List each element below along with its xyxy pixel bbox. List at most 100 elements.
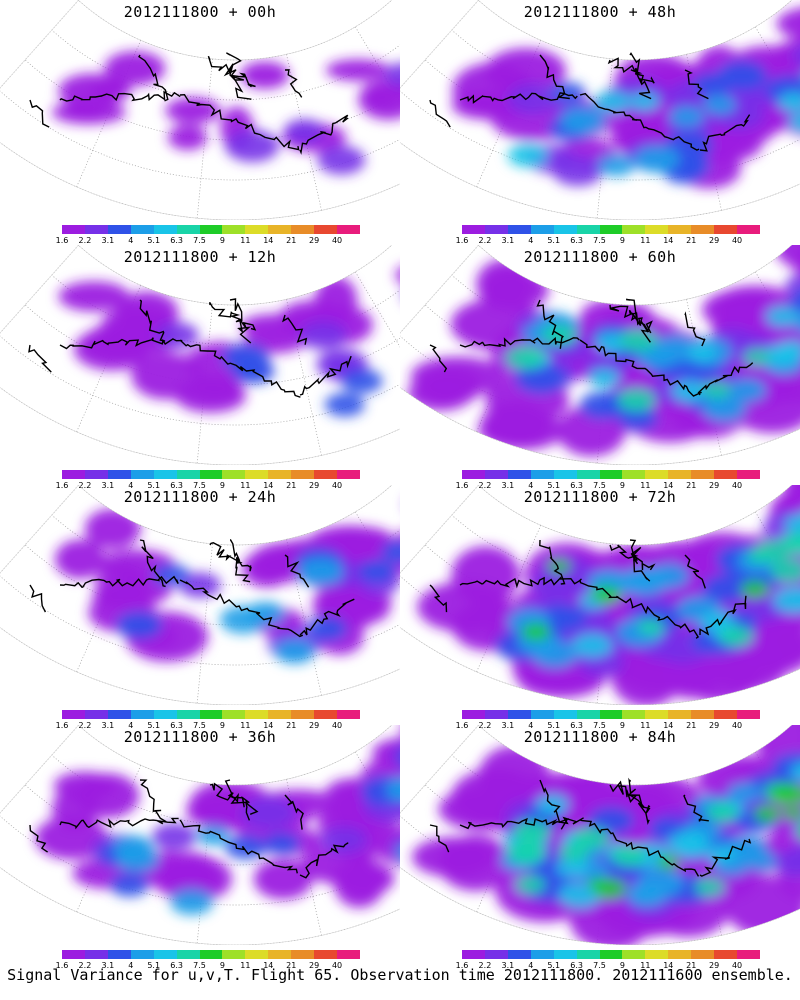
colorbar-swatch — [222, 710, 246, 719]
colorbar-swatch — [553, 470, 577, 479]
colorbar-tick-label: 4 — [128, 236, 134, 245]
colorbar-tick-label: 4 — [128, 481, 134, 490]
forecast-panel: 2012111800 + 84h 1.6 2.2 3.1 4 5.1 6.3 7.5 9 11 14… — [400, 725, 800, 975]
colorbar-tick-label: 1.6 — [455, 236, 469, 245]
colorbar-swatch — [337, 710, 360, 719]
colorbar-swatch — [507, 225, 531, 234]
colorbar-tick-label: 14 — [263, 961, 274, 970]
colorbar-tick-label: 14 — [663, 721, 674, 730]
colorbar-tick-label: 9 — [219, 236, 225, 245]
colorbar-tick-label: 5.1 — [147, 481, 161, 490]
colorbar-swatch — [553, 710, 577, 719]
colorbar-swatch — [714, 950, 738, 959]
colorbar-tick-label: 9 — [219, 721, 225, 730]
colorbar-swatch — [576, 225, 600, 234]
colorbar-swatch — [668, 470, 692, 479]
forecast-panel: 2012111800 + 24h 1.6 2.2 3.1 4 5.1 6.3 7.5 9 11 14… — [0, 485, 400, 735]
colorbar-swatch — [576, 470, 600, 479]
colorbar-tick-label: 7.5 — [593, 236, 606, 245]
polar-map — [0, 245, 400, 465]
colorbar-swatch — [84, 710, 108, 719]
variance-field — [407, 245, 800, 457]
polar-map — [400, 725, 800, 945]
colorbar-tick-label: 3.1 — [101, 961, 115, 970]
colorbar-swatch — [84, 470, 108, 479]
coastline — [429, 539, 747, 639]
colorbar-swatch — [199, 470, 223, 479]
colorbar-ticks: 1.6 2.2 3.1 4 5.1 6.3 7.5 9 11 14 21 29 40 — [456, 721, 760, 731]
colorbar-tick-label: 40 — [731, 721, 743, 730]
colorbar-swatch — [62, 225, 85, 234]
colorbar-tick-label: 5.1 — [547, 481, 561, 490]
colorbar-tick-label: 29 — [309, 481, 320, 490]
colorbar-swatch — [153, 470, 177, 479]
colorbar-tick-label: 9 — [219, 961, 225, 970]
colorbar-swatch — [622, 225, 646, 234]
colorbar-tick-label: 21 — [686, 721, 697, 730]
colorbar-swatch — [714, 470, 738, 479]
colorbar-swatch — [153, 710, 177, 719]
variance-field — [35, 737, 400, 916]
colorbar-tick-label: 21 — [286, 481, 297, 490]
colorbar-swatch — [737, 225, 760, 234]
colorbar-tick-label: 11 — [240, 721, 251, 730]
colorbar-tick-label: 11 — [640, 961, 651, 970]
colorbar-tick-label: 2.2 — [478, 721, 492, 730]
colorbar-tick-label: 21 — [686, 481, 697, 490]
colorbar-tick-label: 40 — [731, 481, 743, 490]
colorbar-swatch — [622, 710, 646, 719]
colorbar-tick-label: 29 — [709, 961, 720, 970]
colorbar-swatch — [553, 950, 577, 959]
colorbar-tick-label: 3.1 — [501, 961, 515, 970]
colorbar-swatch — [245, 225, 269, 234]
colorbar-swatch — [599, 470, 623, 479]
colorbar-tick-label: 9 — [619, 481, 625, 490]
variance-field — [417, 485, 800, 705]
colorbar-tick-label: 29 — [709, 721, 720, 730]
colorbar-tick-label: 29 — [709, 481, 720, 490]
colorbar-swatch — [84, 225, 108, 234]
colorbar-swatch — [337, 950, 360, 959]
panel-title: 2012111800 + 36h — [123, 728, 277, 746]
colorbar-swatch — [222, 950, 246, 959]
colorbar-tick-label: 2.2 — [478, 481, 492, 490]
colorbar-swatch — [130, 470, 154, 479]
panel-title: 2012111800 + 84h — [523, 728, 677, 746]
coastline — [429, 777, 752, 877]
polar-map — [0, 485, 400, 705]
colorbar-swatch — [484, 950, 508, 959]
panel-title: 2012111800 + 60h — [523, 248, 677, 266]
colorbar-swatch — [530, 950, 554, 959]
colorbar-tick-label: 21 — [286, 721, 297, 730]
colorbar-tick-label: 11 — [240, 236, 251, 245]
colorbar-swatch — [107, 950, 131, 959]
colorbar-swatch — [153, 225, 177, 234]
colorbar-tick-label: 1.6 — [455, 481, 469, 490]
colorbar-tick-label: 21 — [286, 236, 297, 245]
colorbar-swatch — [462, 710, 485, 719]
colorbar — [462, 710, 760, 719]
colorbar-swatch — [645, 470, 669, 479]
colorbar-tick-label: 2.2 — [478, 236, 492, 245]
colorbar-tick-label: 40 — [331, 961, 343, 970]
colorbar-swatch — [714, 225, 738, 234]
colorbar-swatch — [337, 225, 360, 234]
colorbar — [462, 470, 760, 479]
colorbar-tick-label: 40 — [731, 961, 743, 970]
colorbar-tick-label: 14 — [663, 961, 674, 970]
colorbar-swatch — [291, 950, 315, 959]
coastline — [29, 539, 355, 638]
colorbar-tick-label: 7.5 — [593, 961, 606, 970]
colorbar-swatch — [176, 710, 200, 719]
colorbar-tick-label: 3.1 — [501, 236, 515, 245]
colorbar-tick-label: 9 — [219, 481, 225, 490]
colorbar-tick-label: 4 — [528, 236, 534, 245]
colorbar-tick-label: 7.5 — [193, 721, 206, 730]
colorbar-swatch — [314, 710, 338, 719]
colorbar-swatch — [268, 710, 292, 719]
colorbar-tick-label: 1.6 — [455, 961, 469, 970]
polar-map — [0, 0, 400, 220]
colorbar-tick-label: 4 — [128, 721, 134, 730]
colorbar-tick-label: 11 — [240, 961, 251, 970]
colorbar-swatch — [622, 950, 646, 959]
